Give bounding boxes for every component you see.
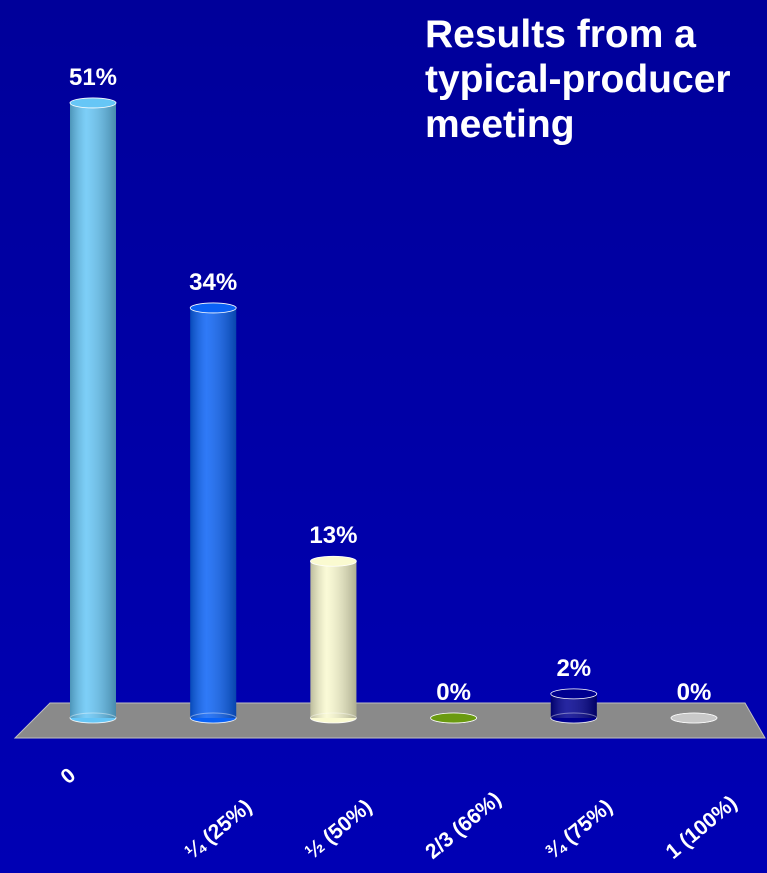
bar — [550, 688, 598, 724]
bar-shade — [70, 102, 116, 718]
value-label: 0% — [677, 679, 712, 706]
value-label: 2% — [556, 655, 591, 682]
bar-top — [189, 302, 237, 314]
bar-top — [430, 712, 478, 724]
bar-top — [69, 97, 117, 109]
bar-bottom-edge — [189, 712, 237, 724]
value-label: 34% — [189, 269, 237, 296]
bar-top — [550, 688, 598, 700]
bar-top — [670, 712, 718, 724]
bar-top — [309, 555, 357, 567]
bar-bottom-edge — [550, 712, 598, 724]
value-label: 13% — [309, 522, 357, 549]
bar — [670, 712, 718, 724]
bar — [430, 712, 478, 724]
bar — [69, 97, 117, 724]
bar-bottom-edge — [309, 712, 357, 724]
bar-shade — [310, 561, 357, 718]
bar — [309, 555, 357, 724]
value-label: 51% — [69, 64, 117, 91]
value-label: 0% — [436, 679, 471, 706]
bar-bottom-edge — [69, 712, 117, 724]
chart-title: Results from a typical-producer meeting — [425, 13, 731, 146]
bar-shade — [190, 307, 237, 718]
bar — [189, 302, 237, 724]
floor — [13, 702, 766, 739]
